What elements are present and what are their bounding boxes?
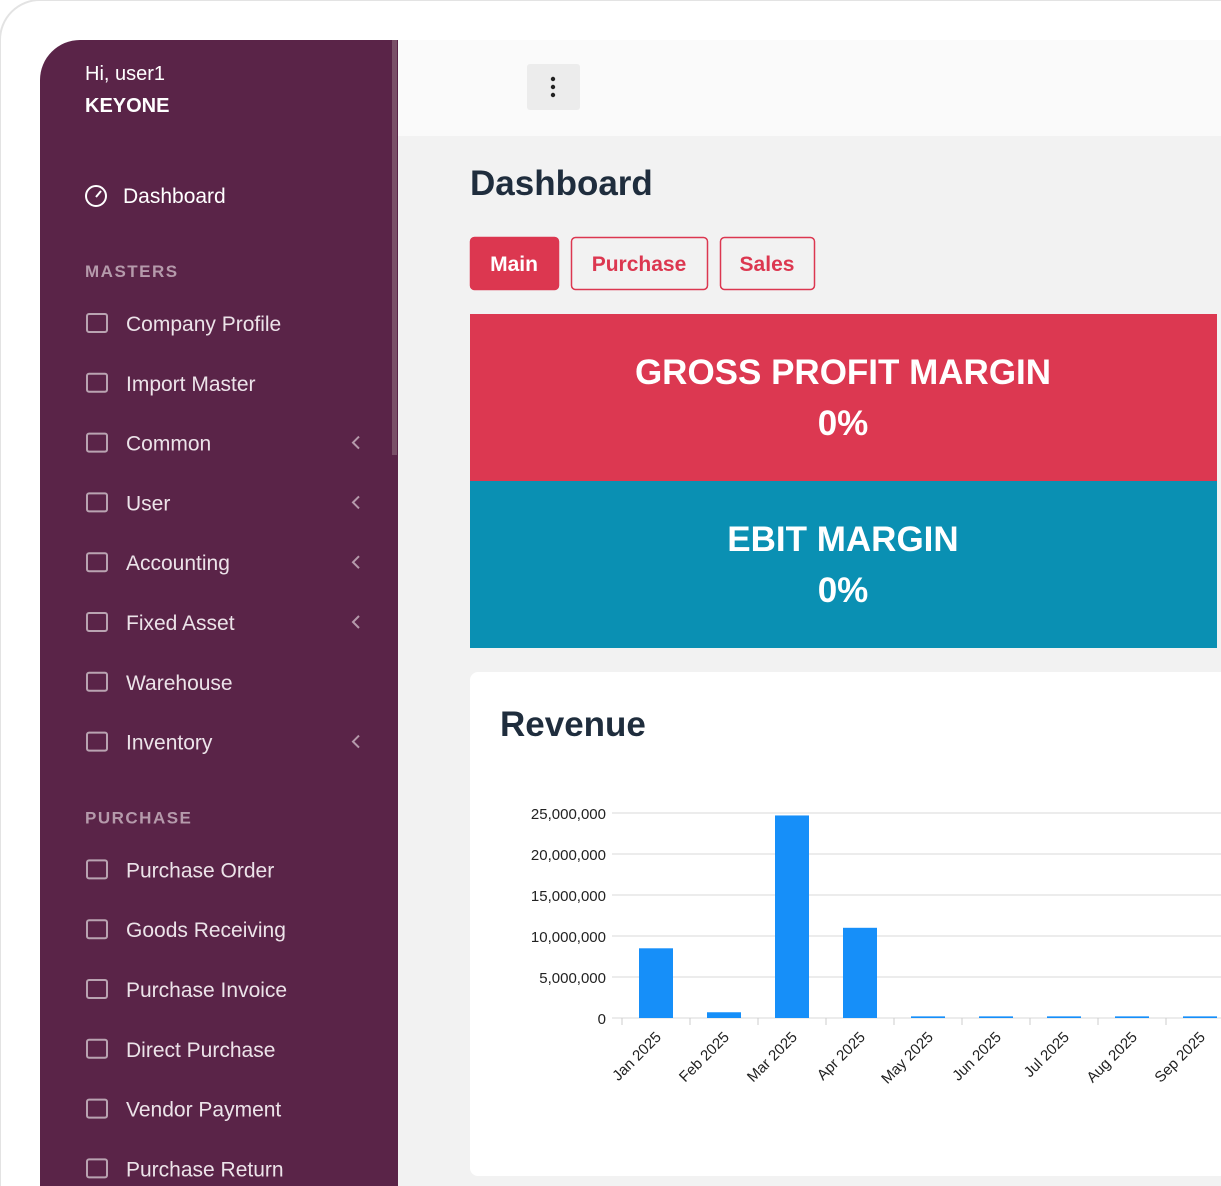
dot: [550, 84, 556, 90]
nav-item[interactable]: Accounting: [126, 552, 230, 575]
nav-item[interactable]: Warehouse: [126, 672, 233, 695]
bar: [707, 1012, 741, 1018]
chart-title: Revenue: [500, 705, 646, 744]
nav-item[interactable]: Vendor Payment: [126, 1099, 281, 1122]
tab[interactable]: [719, 236, 816, 291]
kpi-label: GROSS PROFIT MARGIN: [635, 353, 1051, 392]
bar: [911, 1016, 945, 1018]
nav-item[interactable]: Goods Receiving: [126, 919, 286, 942]
icon: [86, 919, 108, 940]
chevron: [351, 615, 360, 629]
y-tick-label: 10,000,000: [531, 929, 606, 946]
bar: [843, 927, 877, 1018]
y-tick-label: 25,000,000: [531, 806, 606, 823]
nav-item[interactable]: Company Profile: [126, 313, 281, 336]
kpi-value: 0%: [818, 571, 869, 610]
kpi-value: 0%: [818, 404, 869, 443]
icon: [86, 1098, 108, 1119]
icon: [86, 372, 108, 393]
nav-item[interactable]: Dashboard: [123, 185, 226, 208]
tab-label[interactable]: Purchase: [592, 253, 687, 276]
icon: [86, 313, 108, 333]
nav-item[interactable]: Purchase Order: [126, 859, 274, 882]
icon: [95, 190, 102, 198]
sidebar: [40, 40, 398, 1186]
kpi-label: EBIT MARGIN: [727, 520, 958, 559]
y-tick-label: 0: [598, 1011, 606, 1028]
section-title: PURCHASE: [85, 808, 192, 827]
nav-item[interactable]: Import Master: [126, 373, 256, 396]
nav-item[interactable]: Fixed Asset: [126, 612, 235, 635]
section-title: MASTERS: [85, 262, 179, 281]
icon: [86, 492, 108, 513]
page-title: Dashboard: [470, 164, 653, 203]
bar: [639, 948, 673, 1018]
nav-item[interactable]: Purchase Return: [126, 1158, 284, 1181]
icon: [86, 612, 108, 632]
icon: [86, 859, 108, 880]
chevron: [351, 734, 360, 749]
icon: [86, 671, 108, 692]
icon: [86, 1038, 108, 1059]
bar: [979, 1016, 1013, 1018]
icon: [86, 1158, 108, 1179]
chevron: [351, 555, 360, 569]
topbar: [398, 40, 1221, 136]
tab[interactable]: [570, 236, 709, 291]
y-tick-label: 15,000,000: [531, 888, 606, 905]
y-tick-label: 5,000,000: [539, 970, 606, 987]
bar: [1115, 1016, 1149, 1018]
icon: [86, 552, 108, 573]
bar: [1183, 1016, 1217, 1018]
y-tick-label: 20,000,000: [531, 847, 606, 864]
tab[interactable]: [469, 236, 560, 291]
tab-label[interactable]: Sales: [740, 253, 795, 276]
chevron: [351, 495, 360, 510]
icon: [86, 731, 108, 752]
bar: [1047, 1016, 1081, 1018]
nav-item[interactable]: Purchase Invoice: [126, 979, 287, 1002]
dot: [550, 76, 556, 82]
dot: [550, 92, 556, 98]
nav-item[interactable]: Direct Purchase: [126, 1039, 275, 1062]
nav-item[interactable]: Inventory: [126, 732, 213, 755]
icon: [86, 432, 108, 453]
company: KEYONE: [85, 95, 169, 117]
icon: [86, 979, 108, 999]
nav-item[interactable]: Common: [126, 433, 211, 456]
revenue-card: [470, 672, 1221, 1176]
kpi-box: [470, 481, 1217, 648]
nav-item[interactable]: User: [126, 492, 170, 515]
chevron: [351, 435, 360, 450]
greeting: Hi, user1: [85, 63, 165, 85]
icon: [85, 185, 107, 207]
scrollbar: [392, 40, 397, 455]
kpi-box: [470, 314, 1217, 481]
tab-label[interactable]: Main: [490, 253, 538, 276]
bar: [775, 815, 809, 1018]
